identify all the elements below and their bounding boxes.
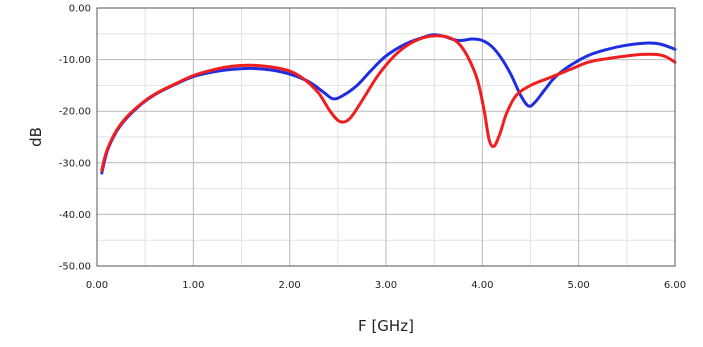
x-axis-label: F [GHz]	[358, 317, 414, 335]
series-line-red	[100, 34, 677, 172]
x-tick-label: 6.00	[664, 280, 686, 291]
y-tick-label: -40.00	[59, 210, 91, 221]
x-tick-label: 0.00	[86, 280, 108, 291]
x-tick-label: 2.00	[279, 280, 301, 291]
y-tick-label: -10.00	[59, 55, 91, 66]
plot-series	[100, 33, 677, 175]
y-tick-labels: 0.00 -10.00 -20.00 -30.00 -40.00 -50.00	[59, 4, 91, 273]
y-tick-label: -30.00	[59, 158, 91, 169]
x-tick-label: 1.00	[182, 280, 204, 291]
y-tick-label: -50.00	[59, 262, 91, 273]
y-tick-label: 0.00	[69, 4, 91, 15]
plot-frame	[96, 7, 676, 267]
y-tick-label: -20.00	[59, 107, 91, 118]
x-tick-labels: 0.00 1.00 2.00 3.00 4.00 5.00 6.00	[86, 280, 686, 291]
major-grid	[97, 8, 675, 266]
x-tick-label: 5.00	[568, 280, 590, 291]
x-tick-label: 3.00	[375, 280, 397, 291]
y-axis-label: dB	[27, 127, 45, 147]
x-tick-label: 4.00	[471, 280, 493, 291]
